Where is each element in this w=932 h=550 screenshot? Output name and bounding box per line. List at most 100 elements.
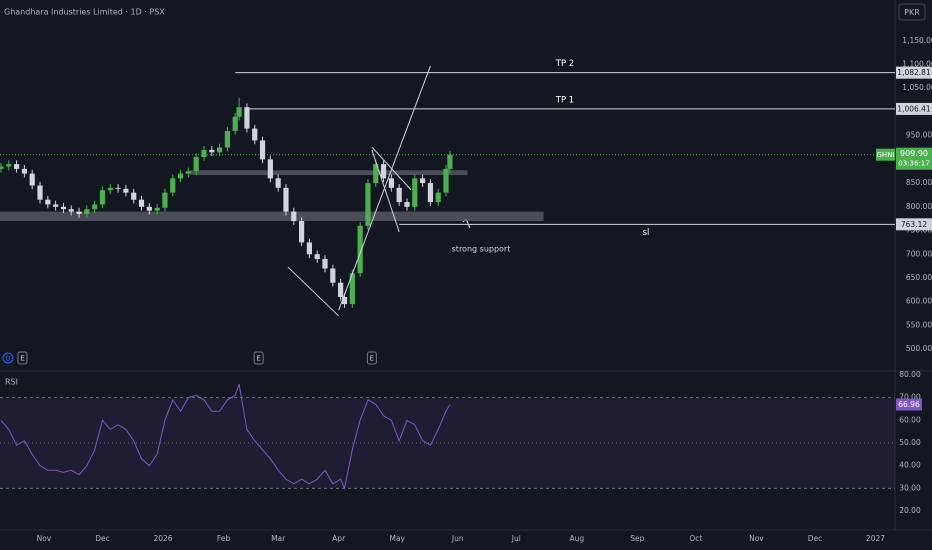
- candle-body: [427, 183, 434, 203]
- dividend-icon[interactable]: [2, 352, 14, 364]
- event-label[interactable]: E: [256, 355, 260, 363]
- candle-body: [131, 192, 137, 200]
- rsi-tick-label: 40.00: [899, 461, 921, 470]
- candle-body: [306, 242, 312, 255]
- candle-body: [13, 164, 20, 169]
- trendline: [371, 146, 412, 191]
- candle-body: [275, 178, 281, 188]
- rsi-tick-label: 20.00: [899, 506, 921, 515]
- candle-body: [232, 116, 238, 131]
- chart-title: Ghandhara Industries Limited · 1D · PSX: [4, 8, 165, 17]
- y-tick-label: 650.00: [906, 273, 932, 282]
- y-tick-label: 500.00: [906, 344, 932, 353]
- candle-body: [338, 282, 344, 297]
- candle-body: [357, 225, 363, 274]
- candle-body: [217, 147, 223, 153]
- candle-body: [154, 207, 160, 211]
- x-tick-label: Jun: [451, 534, 464, 543]
- dividend-label[interactable]: D: [5, 355, 10, 363]
- candle-body: [443, 168, 449, 193]
- level-name: TP 2: [555, 59, 574, 69]
- event-marker[interactable]: [17, 351, 28, 365]
- level-value-box: [896, 218, 932, 231]
- currency-label[interactable]: PKR: [904, 8, 920, 17]
- candle-body: [236, 107, 242, 117]
- candle-body: [123, 188, 129, 193]
- candle-body: [373, 164, 379, 184]
- candle-body: [92, 204, 98, 210]
- event-label[interactable]: E: [20, 355, 24, 363]
- candle-body: [193, 157, 199, 172]
- candle-body: [365, 183, 371, 226]
- event-marker[interactable]: [253, 351, 264, 365]
- candle-body: [68, 209, 74, 212]
- candle-body: [396, 187, 402, 203]
- candle-body: [349, 273, 355, 305]
- x-tick-label: 2026: [153, 534, 172, 543]
- rsi-band-fill: [0, 397, 895, 489]
- candle-body: [322, 259, 328, 269]
- rsi-tick-label: 60.00: [899, 415, 921, 424]
- candle-body: [99, 190, 106, 205]
- candle-body: [60, 206, 67, 210]
- currency-button[interactable]: [898, 3, 926, 21]
- level-value-label: 1,006.41: [897, 104, 931, 113]
- candle-body: [53, 204, 59, 207]
- candle-body: [412, 178, 418, 207]
- level-value-box: [896, 66, 932, 79]
- symbol-label: GHNI: [877, 151, 895, 159]
- candle-body: [107, 187, 113, 191]
- x-tick-label: Aug: [569, 534, 584, 543]
- trendline: [287, 266, 340, 317]
- candle-body: [84, 209, 90, 214]
- rsi-title: RSI: [5, 378, 18, 387]
- candle-body: [380, 164, 387, 179]
- symbol-box: [876, 148, 895, 161]
- y-tick-label: 950.00: [906, 131, 932, 140]
- level-value-label: 1,082.81: [897, 68, 931, 77]
- candle-body: [283, 187, 289, 212]
- candle-body: [252, 128, 258, 141]
- candle-body: [388, 178, 394, 188]
- candle-body: [146, 206, 152, 211]
- last-price-box: [896, 147, 932, 170]
- candle-body: [259, 140, 266, 160]
- candle-body: [420, 178, 426, 184]
- y-tick-label: 800.00: [906, 202, 932, 211]
- y-tick-label: 600.00: [906, 297, 932, 306]
- candle-body: [21, 168, 28, 174]
- countdown-label: 03:36:17: [898, 160, 929, 168]
- candle-body: [0, 166, 4, 169]
- candle-body: [170, 178, 176, 193]
- event-label[interactable]: E: [370, 355, 374, 363]
- candle-body: [37, 185, 43, 200]
- rsi-line: [0, 383, 451, 490]
- x-tick-label: Mar: [271, 534, 286, 543]
- candle-body: [115, 187, 121, 189]
- y-tick-label: 1,050.00: [902, 83, 932, 92]
- x-tick-label: Sep: [630, 534, 644, 543]
- level-value-box: [896, 102, 932, 115]
- candle-body: [314, 254, 320, 259]
- candle-body: [341, 296, 348, 305]
- candle-body: [201, 149, 207, 158]
- x-tick-label: Oct: [689, 534, 702, 543]
- x-tick-label: Jul: [511, 534, 521, 543]
- candle-body: [177, 173, 184, 179]
- candle-body: [267, 159, 273, 179]
- x-tick-label: Nov: [749, 534, 764, 543]
- y-tick-label: 1,100.00: [902, 60, 932, 69]
- candle-body: [209, 149, 215, 153]
- support-zone: [0, 211, 544, 222]
- candle-body: [138, 199, 145, 207]
- x-tick-label: 2027: [866, 534, 885, 543]
- trendline: [371, 149, 400, 233]
- event-marker[interactable]: [366, 351, 377, 365]
- candle-body: [330, 268, 336, 283]
- y-tick-label: 550.00: [906, 320, 932, 329]
- level-value-label: 763.12: [901, 220, 927, 229]
- candle-body: [45, 199, 51, 205]
- candle-body: [298, 221, 305, 243]
